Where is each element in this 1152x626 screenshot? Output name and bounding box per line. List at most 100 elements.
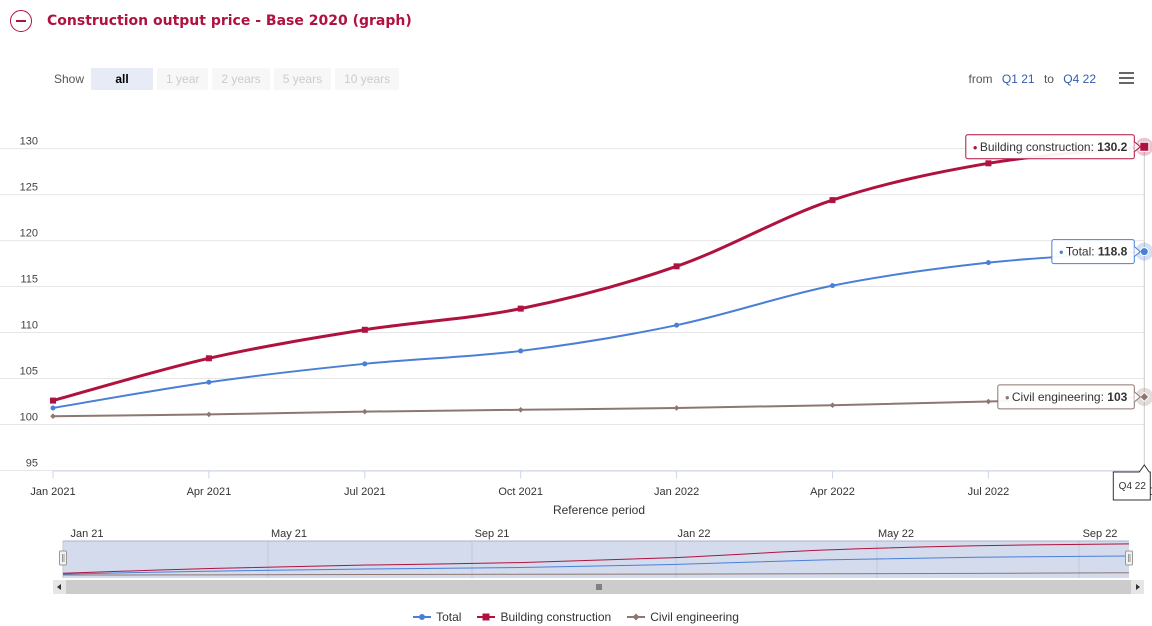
chevron-left-icon — [57, 584, 61, 590]
chevron-right-icon — [1136, 584, 1140, 590]
series-line-civil — [52, 395, 1145, 418]
tooltip-pointer — [1133, 141, 1142, 153]
data-point[interactable] — [206, 411, 212, 418]
x-tick-label: Jul 2022 — [968, 486, 1010, 498]
range-button-5-years[interactable]: 5 years — [273, 68, 332, 90]
navigator-label: Jan 22 — [677, 528, 710, 540]
from-date-input[interactable]: Q1 21 — [1001, 72, 1035, 86]
x-tick-label: Apr 2022 — [810, 486, 855, 498]
navigator-label: May 21 — [271, 528, 307, 540]
range-button-2-years[interactable]: 2 years — [212, 68, 270, 90]
tooltip-text: ● Total: 118.8 — [1059, 245, 1128, 259]
chart-title: Construction output price - Base 2020 (g… — [47, 13, 412, 29]
data-point[interactable] — [1139, 247, 1149, 257]
chart-header: Construction output price - Base 2020 (g… — [10, 8, 412, 34]
y-tick-label: 115 — [20, 274, 38, 286]
navigator-line-building — [62, 543, 1130, 574]
range-button-10-years[interactable]: 10 years — [335, 68, 400, 90]
date-range-input: from Q1 21 to Q4 22 — [969, 72, 1102, 86]
square-marker-icon — [477, 613, 496, 621]
show-label: Show — [54, 72, 85, 86]
series-line-building — [52, 145, 1145, 403]
y-tick-label: 95 — [26, 458, 38, 470]
range-selector: Show all 1 year 2 years 5 years 10 years — [54, 68, 403, 90]
legend-label: Total — [436, 610, 462, 624]
range-button-1-year[interactable]: 1 year — [157, 68, 209, 90]
navigator-line-civil — [62, 572, 1130, 576]
series-line-total — [52, 250, 1145, 409]
data-point[interactable] — [673, 263, 680, 270]
to-date-input[interactable]: Q4 22 — [1063, 72, 1096, 86]
y-tick-label: 105 — [20, 366, 38, 378]
data-point[interactable] — [673, 405, 680, 411]
data-point[interactable] — [1139, 391, 1150, 403]
data-point[interactable] — [829, 402, 836, 409]
tooltip-building: ● Building construction: 130.2 — [965, 134, 1142, 160]
data-point[interactable] — [985, 260, 991, 266]
x-tick-label: Oct 2021 — [498, 486, 543, 498]
x-tick-label: Apr 2021 — [187, 486, 232, 498]
x-tick-label: Jan 2021 — [30, 486, 75, 498]
x-tick-label: Jul 2021 — [344, 486, 386, 498]
y-axis: 95 100 105 110 115 120 125 130 — [20, 136, 38, 470]
data-point[interactable] — [50, 405, 56, 411]
x-axis: Jan 2021 Apr 2021 Jul 2021 Oct 2021 Jan 2022… — [30, 148, 1152, 498]
crosshair-label-text: Q4 22 — [1119, 481, 1147, 492]
navigator-label: Sep 21 — [475, 528, 510, 540]
navigator-label: Jan 21 — [70, 528, 103, 540]
data-point[interactable] — [518, 348, 524, 354]
tooltip-total: ● Total: 118.8 — [1051, 239, 1142, 265]
data-point[interactable] — [361, 326, 368, 333]
data-point[interactable] — [517, 305, 524, 312]
y-tick-label: 120 — [20, 228, 38, 240]
data-point[interactable] — [206, 379, 212, 385]
data-point[interactable] — [830, 283, 835, 289]
navigator-line-total — [62, 555, 1130, 575]
data-point[interactable] — [362, 361, 368, 367]
legend-item-civil-engineering[interactable]: Civil engineering — [627, 610, 739, 624]
x-axis-title: Reference period — [553, 503, 645, 517]
circle-marker-icon — [413, 614, 432, 620]
y-tick-label: 130 — [20, 136, 38, 148]
tooltip-pointer — [1133, 246, 1142, 257]
data-point[interactable] — [517, 406, 524, 413]
navigator-mask — [63, 541, 1129, 578]
data-point[interactable] — [362, 408, 368, 415]
tooltips: ● Building construction: 130.2 ● Total: 1… — [965, 134, 1151, 501]
navigator-label: May 22 — [878, 528, 914, 540]
to-label: to — [1043, 72, 1054, 86]
data-point[interactable] — [985, 160, 992, 167]
tooltip-civil: ● Civil engineering: 103 — [997, 384, 1142, 410]
data-point[interactable] — [50, 413, 56, 420]
data-point[interactable] — [829, 197, 836, 204]
tooltip-pointer — [1133, 391, 1142, 403]
legend-item-building-construction[interactable]: Building construction — [477, 610, 611, 624]
y-tick-label: 100 — [20, 412, 38, 424]
range-button-all[interactable]: all — [91, 68, 154, 90]
series-lines — [50, 137, 1152, 420]
x-tick-label: Jan 2022 — [654, 486, 699, 498]
data-point[interactable] — [674, 322, 680, 328]
data-point[interactable] — [985, 398, 992, 405]
data-point[interactable] — [1139, 141, 1150, 152]
from-label: from — [968, 72, 993, 86]
navigator[interactable]: Jan 21 May 21 Sep 21 Jan 22 May 22 Sep 22 — [53, 528, 1144, 594]
legend-item-total[interactable]: Total — [413, 610, 461, 624]
diamond-marker-icon — [627, 613, 646, 621]
y-tick-label: 110 — [20, 320, 38, 332]
legend-label: Building construction — [500, 610, 612, 624]
data-point[interactable] — [205, 355, 212, 362]
legend: Total Building construction Civil engine… — [0, 610, 1152, 624]
data-point[interactable] — [50, 397, 56, 404]
tooltip-text: ● Building construction: 130.2 — [973, 140, 1128, 154]
hamburger-menu-icon[interactable] — [1119, 72, 1134, 84]
y-tick-label: 125 — [20, 182, 38, 194]
gridlines — [0, 148, 1144, 471]
crosshair-label-box — [1112, 464, 1151, 501]
crosshair-label: Q4 22 — [1112, 464, 1151, 501]
tooltip-text: ● Civil engineering: 103 — [1005, 390, 1128, 404]
collapse-icon[interactable] — [10, 10, 32, 32]
navigator-label: Sep 22 — [1083, 528, 1118, 540]
legend-label: Civil engineering — [650, 610, 739, 624]
